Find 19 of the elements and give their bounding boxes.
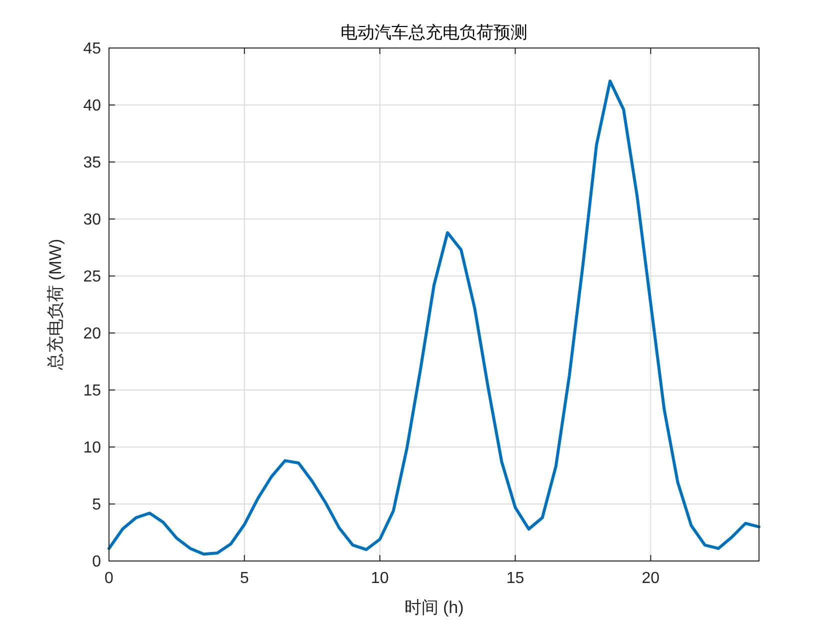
y-tick-label: 40 (83, 98, 102, 115)
y-tick-label: 30 (83, 212, 102, 229)
y-tick-label: 45 (83, 40, 102, 58)
y-tick-label: 5 (92, 496, 102, 514)
y-tick-label: 10 (83, 440, 102, 457)
y-tick-label: 15 (83, 382, 102, 400)
x-tick-label: 5 (240, 570, 249, 587)
x-tick-label: 10 (370, 570, 389, 587)
chart-title: 电动汽车总充电负荷预测 (340, 23, 528, 42)
line-series (108, 80, 760, 556)
x-axis-title: 时间 (h) (404, 598, 464, 617)
x-tick-label: 20 (642, 570, 660, 587)
x-tick-label: 0 (104, 570, 114, 587)
y-tick-label: 25 (83, 268, 102, 286)
y-tick-label: 35 (83, 154, 102, 172)
y-tick-label: 0 (92, 554, 102, 571)
y-axis-title: 总充电负荷 (MW) (46, 238, 65, 372)
y-tick-label: 20 (83, 326, 102, 343)
x-tick-label: 15 (506, 570, 524, 587)
